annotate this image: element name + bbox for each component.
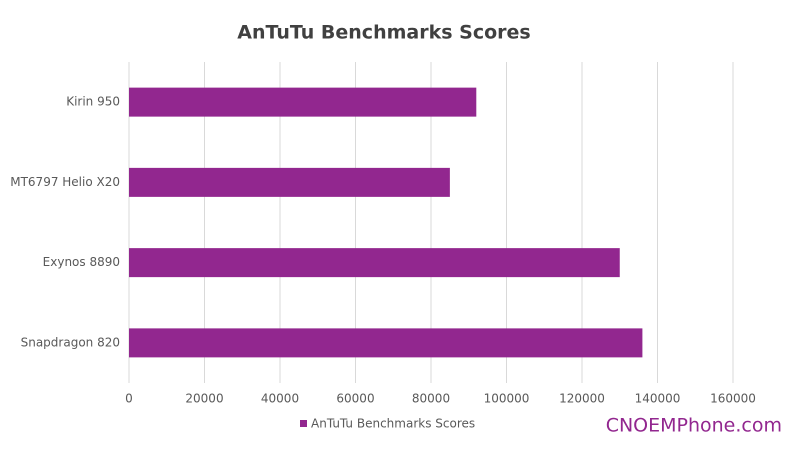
x-tick-label: 60000 (336, 392, 374, 406)
x-tick-label: 80000 (412, 392, 450, 406)
x-tick-label: 100000 (484, 392, 530, 406)
legend-label: AnTuTu Benchmarks Scores (311, 417, 475, 431)
x-tick-label: 140000 (635, 392, 681, 406)
x-tick-label: 20000 (185, 392, 223, 406)
watermark: CNOEMPhone.com (606, 415, 782, 437)
x-tick-label: 40000 (261, 392, 299, 406)
x-tick-label: 0 (125, 392, 133, 406)
bar (129, 248, 620, 278)
legend-swatch (300, 420, 307, 427)
y-tick-label: Kirin 950 (66, 95, 120, 109)
chart-title: AnTuTu Benchmarks Scores (237, 22, 530, 44)
y-tick-label: Exynos 8890 (43, 255, 120, 269)
bar (129, 87, 477, 117)
x-tick-label: 160000 (710, 392, 756, 406)
bar (129, 328, 643, 358)
x-tick-label: 120000 (559, 392, 605, 406)
bar (129, 167, 450, 197)
y-tick-label: MT6797 Helio X20 (10, 175, 120, 189)
y-tick-label: Snapdragon 820 (21, 335, 120, 349)
